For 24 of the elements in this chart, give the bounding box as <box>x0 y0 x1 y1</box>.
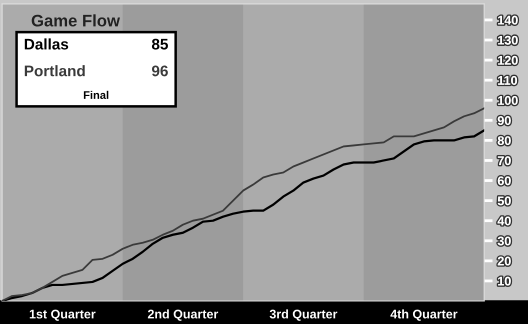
y-tick-label: 140 <box>498 16 518 25</box>
y-tick-label: 10 <box>498 276 511 286</box>
y-tick-label: 40 <box>498 216 511 226</box>
y-tick-label: 90 <box>498 116 511 125</box>
chart-title: Game Flow <box>32 14 120 27</box>
y-tick-label: 30 <box>498 236 511 246</box>
annotation: 96 <box>152 66 168 76</box>
y-tick-label: 60 <box>498 176 511 186</box>
y-tick-label: 110 <box>498 76 518 85</box>
text: Portland <box>24 65 85 76</box>
y-tick-label: 100 <box>498 96 518 105</box>
y-tick-label: 50 <box>498 196 511 206</box>
x-tick-label: 1st Quarter <box>30 310 96 321</box>
y-tick-label: 70 <box>498 156 511 166</box>
x-tick-label: 3rd Quarter <box>270 309 338 321</box>
annotation: 85 <box>152 38 168 50</box>
annotation: Final <box>84 90 108 99</box>
y-tick-label: 120 <box>498 56 518 65</box>
y-tick-label: 80 <box>498 136 511 146</box>
text: Dallas <box>24 38 68 50</box>
x-tick-label: 4th Quarter <box>390 309 458 321</box>
y-tick-label: 20 <box>498 256 511 266</box>
x-tick-label: 2nd Quarter <box>148 309 218 321</box>
y-tick-label: 130 <box>498 36 518 45</box>
